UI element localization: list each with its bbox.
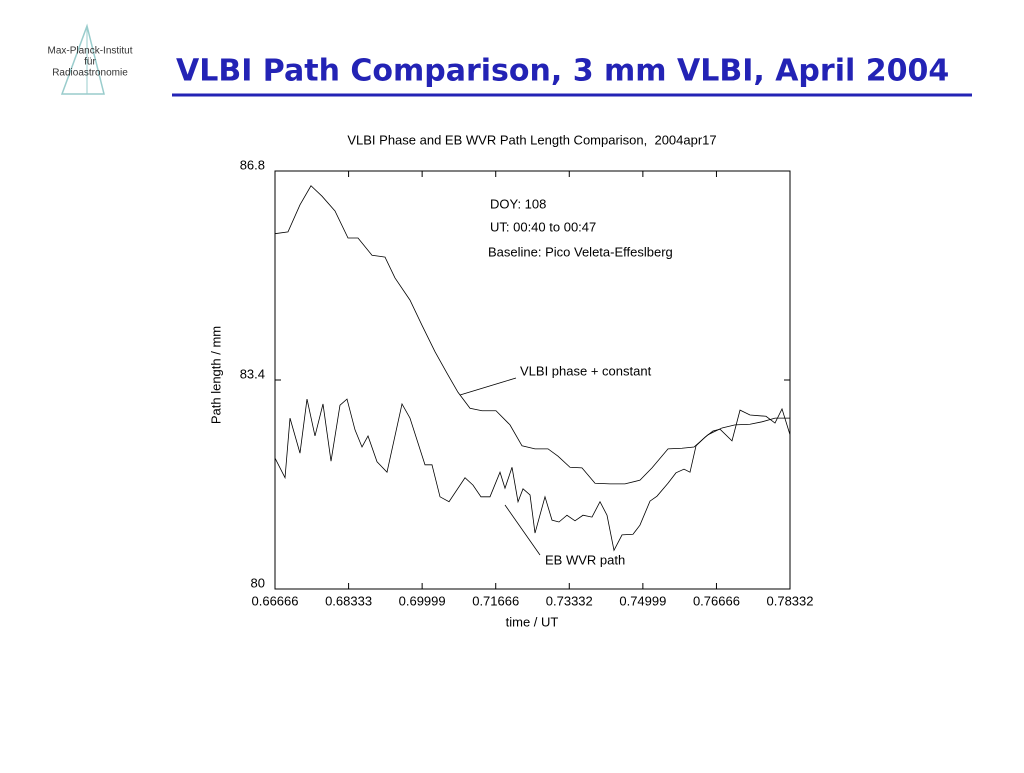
x-tick-label: 0.66666 — [252, 593, 299, 608]
leader-line — [459, 377, 517, 396]
logo-text: Max-Planck-Institut — [47, 46, 132, 57]
x-tick-label: 0.78332 — [767, 593, 814, 608]
x-tick-label: 0.71666 — [472, 593, 519, 608]
annotation: UT: 00:40 to 00:47 — [490, 219, 596, 234]
y-tick-label: 83.4 — [240, 366, 265, 381]
y-axis-label: Path length / mm — [208, 326, 223, 424]
y-tick-label: 80 — [251, 575, 265, 590]
series-label: EB WVR path — [545, 552, 625, 567]
x-tick-label: 0.74999 — [619, 593, 666, 608]
series-label: VLBI phase + constant — [520, 363, 652, 378]
y-tick-label: 86.8 — [240, 157, 265, 172]
logo-triangle — [60, 23, 105, 95]
annotation: DOY: 108 — [490, 196, 546, 211]
chart-title: VLBI Phase and EB WVR Path Length Compar… — [347, 132, 716, 147]
leader-line — [504, 504, 541, 556]
logo-text: für — [84, 57, 96, 68]
x-tick-label: 0.69999 — [399, 593, 446, 608]
x-axis-label: time / UT — [506, 614, 559, 629]
annotation: Baseline: Pico Veleta-Effeslberg — [488, 244, 673, 259]
logo-text: Radioastronomie — [52, 68, 128, 79]
x-tick-label: 0.68333 — [325, 593, 372, 608]
x-tick-label: 0.73332 — [546, 593, 593, 608]
x-tick-label: 0.76666 — [693, 593, 740, 608]
series-line — [274, 398, 791, 552]
slide-title: VLBI Path Comparison, 3 mm VLBI, April 2… — [176, 54, 949, 89]
